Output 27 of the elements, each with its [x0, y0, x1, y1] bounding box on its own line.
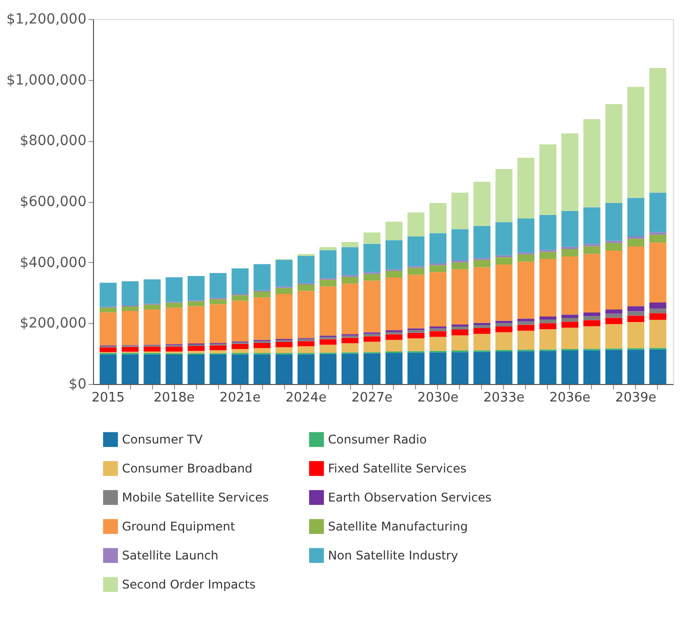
x-tick-label: 2027e — [351, 390, 393, 406]
legend-label: Consumer Broadband — [122, 462, 252, 476]
x-tick-label: 2030e — [417, 390, 459, 406]
legend-label: Consumer Radio — [328, 432, 427, 447]
legend-label: Non Satellite Industry — [328, 548, 458, 562]
x-tick-label: 2024e — [286, 390, 327, 406]
y-tick-label: $1,000,000 — [6, 72, 86, 88]
legend-label: Ground Equipment — [122, 520, 236, 534]
y-tick-label: $200,000 — [20, 316, 86, 332]
y-tick-label: $0 — [68, 376, 86, 392]
x-tick-label: 2021e — [220, 390, 261, 406]
legend-label: Satellite Manufacturing — [328, 520, 468, 534]
x-tick-label: 2033e — [483, 390, 524, 406]
y-tick-label: $600,000 — [20, 194, 86, 210]
legend-label: Consumer TV — [122, 432, 204, 447]
legend-label: Second Order Impacts — [122, 578, 256, 592]
legend-label: Fixed Satellite Services — [328, 462, 466, 476]
y-tick-label: $800,000 — [20, 133, 86, 150]
y-tick-label: $400,000 — [20, 254, 86, 271]
legend-label: Mobile Satellite Services — [122, 490, 269, 504]
legend-label: Earth Observation Services — [328, 490, 492, 504]
x-tick-label: 2039e — [615, 390, 656, 406]
x-tick-label: 2015 — [92, 390, 125, 406]
y-tick-label: $1,200,000 — [6, 12, 86, 28]
legend-label: Satellite Launch — [122, 548, 218, 562]
x-tick-label: 2036e — [549, 390, 590, 406]
x-tick-label: 2018e — [154, 390, 195, 406]
